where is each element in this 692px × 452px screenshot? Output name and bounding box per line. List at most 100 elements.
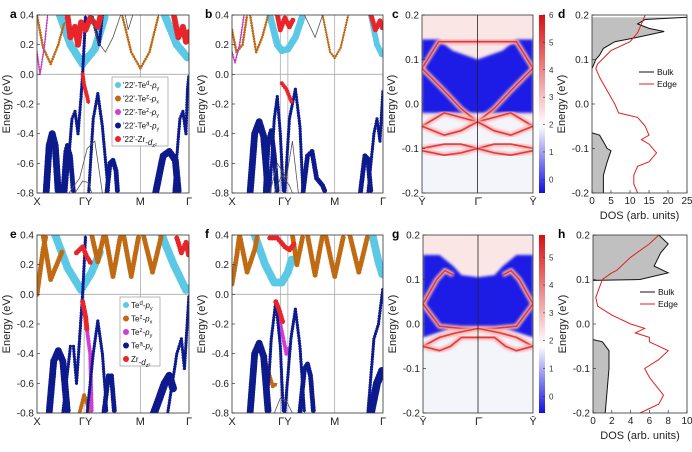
band-marker [63, 393, 67, 397]
band-marker [291, 324, 295, 329]
band-marker [185, 323, 189, 327]
panel-g: g 0 1 2 3 4 5 -0.2 -0.1 0.0 0.1 0.2 Energy (eV) Ȳ Γ̄ Ȳ [387, 227, 554, 428]
band-marker [380, 98, 383, 102]
band-marker [68, 347, 72, 351]
band-marker [89, 158, 93, 162]
band-marker [82, 52, 86, 56]
band-marker [327, 43, 330, 46]
band-marker [180, 342, 184, 346]
band-marker [285, 155, 289, 159]
band-line [74, 180, 93, 193]
k-point-label: M [136, 416, 145, 428]
band-marker [65, 176, 69, 180]
band-marker [251, 26, 254, 30]
band-marker [381, 92, 383, 96]
band-marker [66, 365, 70, 369]
band-marker [158, 235, 164, 240]
band-marker [42, 48, 45, 51]
band-marker [271, 140, 275, 144]
band-marker [81, 54, 86, 58]
band-marker [88, 385, 92, 389]
band-marker [90, 130, 95, 134]
band-marker [61, 406, 65, 410]
bulk-dos-fill [592, 132, 611, 193]
band-marker [124, 28, 128, 32]
band-marker [126, 38, 130, 41]
band-marker [96, 324, 101, 328]
band-marker [166, 406, 171, 410]
band-marker [101, 357, 105, 361]
band-marker [279, 145, 283, 149]
band-marker [377, 317, 381, 321]
band-marker [81, 67, 85, 71]
band-marker [238, 41, 241, 44]
band-marker [239, 45, 243, 48]
y-tick-label: -0.8 [17, 189, 35, 200]
band-marker [286, 375, 290, 379]
band-marker [285, 150, 289, 154]
legend-subsub: y [150, 333, 153, 339]
band-marker [79, 95, 83, 99]
band-marker [66, 160, 70, 164]
band-marker [144, 57, 147, 61]
band-marker [271, 132, 275, 136]
band-marker [343, 28, 346, 32]
band-marker [286, 145, 290, 149]
band-marker [64, 186, 68, 190]
band-marker [240, 28, 243, 31]
band-marker [88, 383, 92, 387]
band-marker [322, 188, 328, 193]
band-marker [174, 359, 178, 363]
band-marker [296, 326, 300, 330]
x-tick-label: 10 [681, 416, 692, 427]
band-marker [280, 393, 285, 397]
band-marker [300, 235, 305, 240]
band-marker [145, 55, 149, 58]
band-marker [242, 38, 245, 41]
band-marker [371, 139, 375, 143]
band-marker [59, 249, 65, 255]
band-marker [81, 59, 85, 64]
band-marker [368, 173, 372, 177]
band-marker [56, 45, 59, 49]
band-marker [79, 97, 83, 101]
band-marker [256, 45, 260, 49]
band-marker [368, 385, 372, 389]
band-marker [185, 100, 189, 104]
band-marker [371, 350, 375, 354]
y-tick-label: -0.1 [403, 364, 421, 375]
y-tick-label: 0.1 [576, 275, 590, 286]
band-marker [65, 372, 69, 377]
band-marker [89, 147, 93, 152]
band-marker [77, 339, 81, 344]
band-marker [276, 108, 280, 112]
band-marker [285, 380, 289, 384]
band-marker [366, 406, 370, 410]
band-marker [184, 346, 188, 350]
band-marker [76, 355, 80, 359]
band-marker [273, 382, 277, 387]
band-marker [78, 329, 82, 333]
band-marker [92, 344, 96, 348]
band-marker [366, 403, 371, 407]
band-marker [95, 327, 99, 331]
band-marker [240, 31, 243, 34]
band-marker [174, 160, 178, 164]
band-marker [101, 362, 105, 366]
band-marker [92, 114, 96, 118]
k-point-label: X [228, 196, 236, 208]
band-marker [268, 357, 272, 361]
band-marker [275, 95, 279, 99]
band-marker [82, 261, 86, 265]
y-axis-label: Energy (eV) [557, 295, 569, 354]
band-marker [298, 344, 302, 348]
band-marker [65, 378, 69, 382]
band-marker [297, 119, 301, 123]
band-marker [83, 241, 87, 245]
band-marker [241, 23, 244, 26]
band-marker [295, 318, 299, 322]
band-marker [280, 380, 284, 384]
band-marker [255, 48, 259, 51]
y-axis-label: Energy (eV) [387, 295, 399, 354]
band-marker [340, 43, 343, 47]
